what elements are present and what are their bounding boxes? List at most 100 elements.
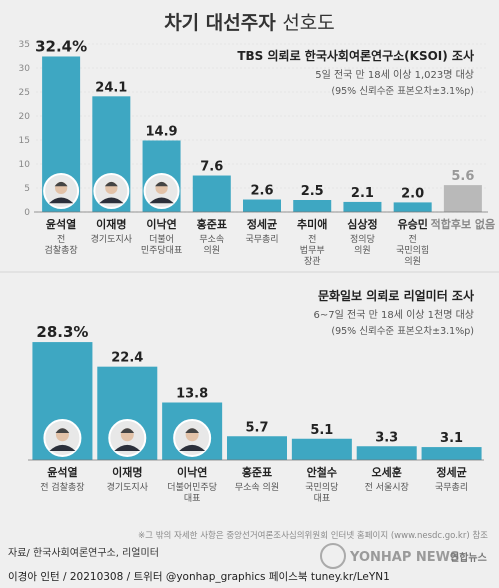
chart2-title: 문화일보 의뢰로 리얼미터 조사: [318, 288, 474, 303]
category-description: 전 검찰총장: [40, 481, 84, 493]
data-label: 5.6: [451, 169, 474, 184]
watermark-text: YONHAP NEWS: [349, 550, 459, 565]
y-tick-label: 10: [19, 160, 31, 170]
y-tick-label: 0: [24, 208, 30, 218]
candidate-2-portrait-icon: [143, 173, 180, 209]
bar: [356, 446, 417, 460]
portrait-suit: [114, 444, 141, 451]
category-description: 정의당 의원: [350, 234, 375, 256]
portrait-suit: [48, 197, 74, 204]
portrait-suit: [99, 197, 124, 204]
category-description: 무소속 의원: [235, 482, 279, 493]
y-tick-label: 25: [19, 88, 30, 98]
portrait-suit: [49, 444, 76, 451]
chart2-note: (95% 신뢰수준 표본오차±3.1%p): [331, 325, 474, 337]
data-label: 24.1: [95, 80, 127, 95]
category-label: 오세훈: [372, 465, 402, 479]
data-label: 7.6: [200, 160, 223, 175]
category-description: 전 국민의힘 의원: [396, 234, 429, 267]
y-tick-label: 5: [24, 184, 30, 194]
bar: [227, 436, 287, 460]
category-description: 전 서울시장: [365, 482, 409, 493]
portrait-hair: [54, 181, 68, 187]
candidate-1-portrait-icon: [108, 419, 147, 457]
category-label: 홍준표: [197, 217, 227, 231]
y-tick-label: 15: [19, 136, 30, 146]
bar: [192, 175, 231, 212]
candidate-1-portrait-icon: [93, 173, 130, 209]
category-label: 이낙연: [146, 217, 176, 231]
portrait-hair: [155, 181, 169, 187]
category-description: 경기도지사: [107, 481, 149, 493]
category-label: 이낙연: [177, 465, 207, 479]
bar: [293, 200, 332, 212]
chart1-subtitle: 5일 전국 만 18세 이상 1,023명 대상: [315, 69, 474, 81]
category-description: 국무총리: [435, 482, 468, 493]
data-label: 3.1: [440, 431, 463, 446]
category-description: 전 법무부 장관: [300, 234, 325, 267]
data-label: 22.4: [111, 351, 143, 366]
footer-note: ※그 밖의 자세한 사항은 중앙선거여론조사심의위원회 인터넷 홈페이지 (ww…: [138, 530, 488, 541]
portrait-hair: [120, 428, 135, 433]
candidate-0-portrait-icon: [43, 419, 82, 457]
portrait-hair: [185, 428, 199, 433]
candidate-0-portrait-icon: [43, 173, 80, 209]
chart1-title: TBS 의뢰로 한국사회여론연구소(KSOI) 조사: [237, 48, 474, 63]
category-label: 정세균: [436, 465, 466, 479]
data-label: 28.3%: [36, 323, 88, 341]
category-label: 심상정: [347, 217, 377, 231]
data-label: 32.4%: [35, 37, 87, 55]
bar: [291, 438, 352, 460]
data-label: 14.9: [146, 124, 178, 139]
category-label: 홍준표: [242, 465, 272, 479]
bar: [421, 447, 482, 460]
portrait-suit: [149, 197, 174, 204]
bar: [443, 185, 482, 212]
chart1-note: (95% 신뢰수준 표본오차±3.1%p): [331, 85, 474, 97]
data-label: 3.3: [375, 430, 398, 445]
portrait-suit: [179, 444, 206, 451]
category-description: 국무총리: [245, 234, 278, 245]
page-title: 차기 대선주자 선호도: [0, 8, 499, 35]
category-label: 윤석열: [47, 465, 77, 479]
data-label: 2.6: [250, 184, 273, 199]
yonhap-logo-icon: [320, 543, 346, 569]
footer-credit: 이경아 인턴 / 20210308 / 트위터 @yonhap_graphics…: [8, 570, 390, 583]
data-label: 13.8: [176, 387, 208, 402]
logo-text: 연합뉴스: [450, 551, 487, 564]
data-label: 2.0: [401, 186, 424, 201]
portrait-hair: [104, 181, 118, 187]
category-label: 안철수: [307, 465, 337, 479]
category-label: 윤석열: [46, 217, 76, 231]
y-tick-label: 20: [19, 112, 31, 122]
y-tick-label: 30: [19, 64, 31, 74]
category-description: 경기도지사: [91, 233, 133, 245]
title-light: 선호도: [282, 12, 335, 34]
bar: [343, 201, 382, 212]
bar: [393, 202, 432, 212]
data-label: 5.7: [245, 420, 268, 435]
title-bold: 차기 대선주자: [164, 12, 276, 34]
yonhap-watermark: YONHAP NEWS 연합뉴스: [320, 543, 487, 569]
data-label: 5.1: [310, 423, 333, 438]
chart2-subtitle: 6~7일 전국 만 18세 이상 1천명 대상: [314, 309, 474, 321]
data-label: 2.5: [301, 184, 324, 199]
data-label: 2.1: [351, 186, 374, 201]
category-label: 유승민: [397, 217, 427, 231]
category-label: 추미애: [297, 217, 327, 231]
portrait-hair: [55, 428, 70, 433]
candidate-2-portrait-icon: [173, 419, 212, 457]
category-label: 이재명: [112, 465, 142, 479]
category-label: 정세균: [247, 217, 277, 231]
category-description: 무소속 의원: [199, 234, 224, 256]
bar: [243, 199, 281, 212]
category-description: 국민의당 대표: [305, 482, 338, 504]
footer-source: 자료/ 한국사회여론연구소, 리얼미터: [8, 547, 159, 559]
category-label: 적합후보 없음: [431, 217, 496, 231]
